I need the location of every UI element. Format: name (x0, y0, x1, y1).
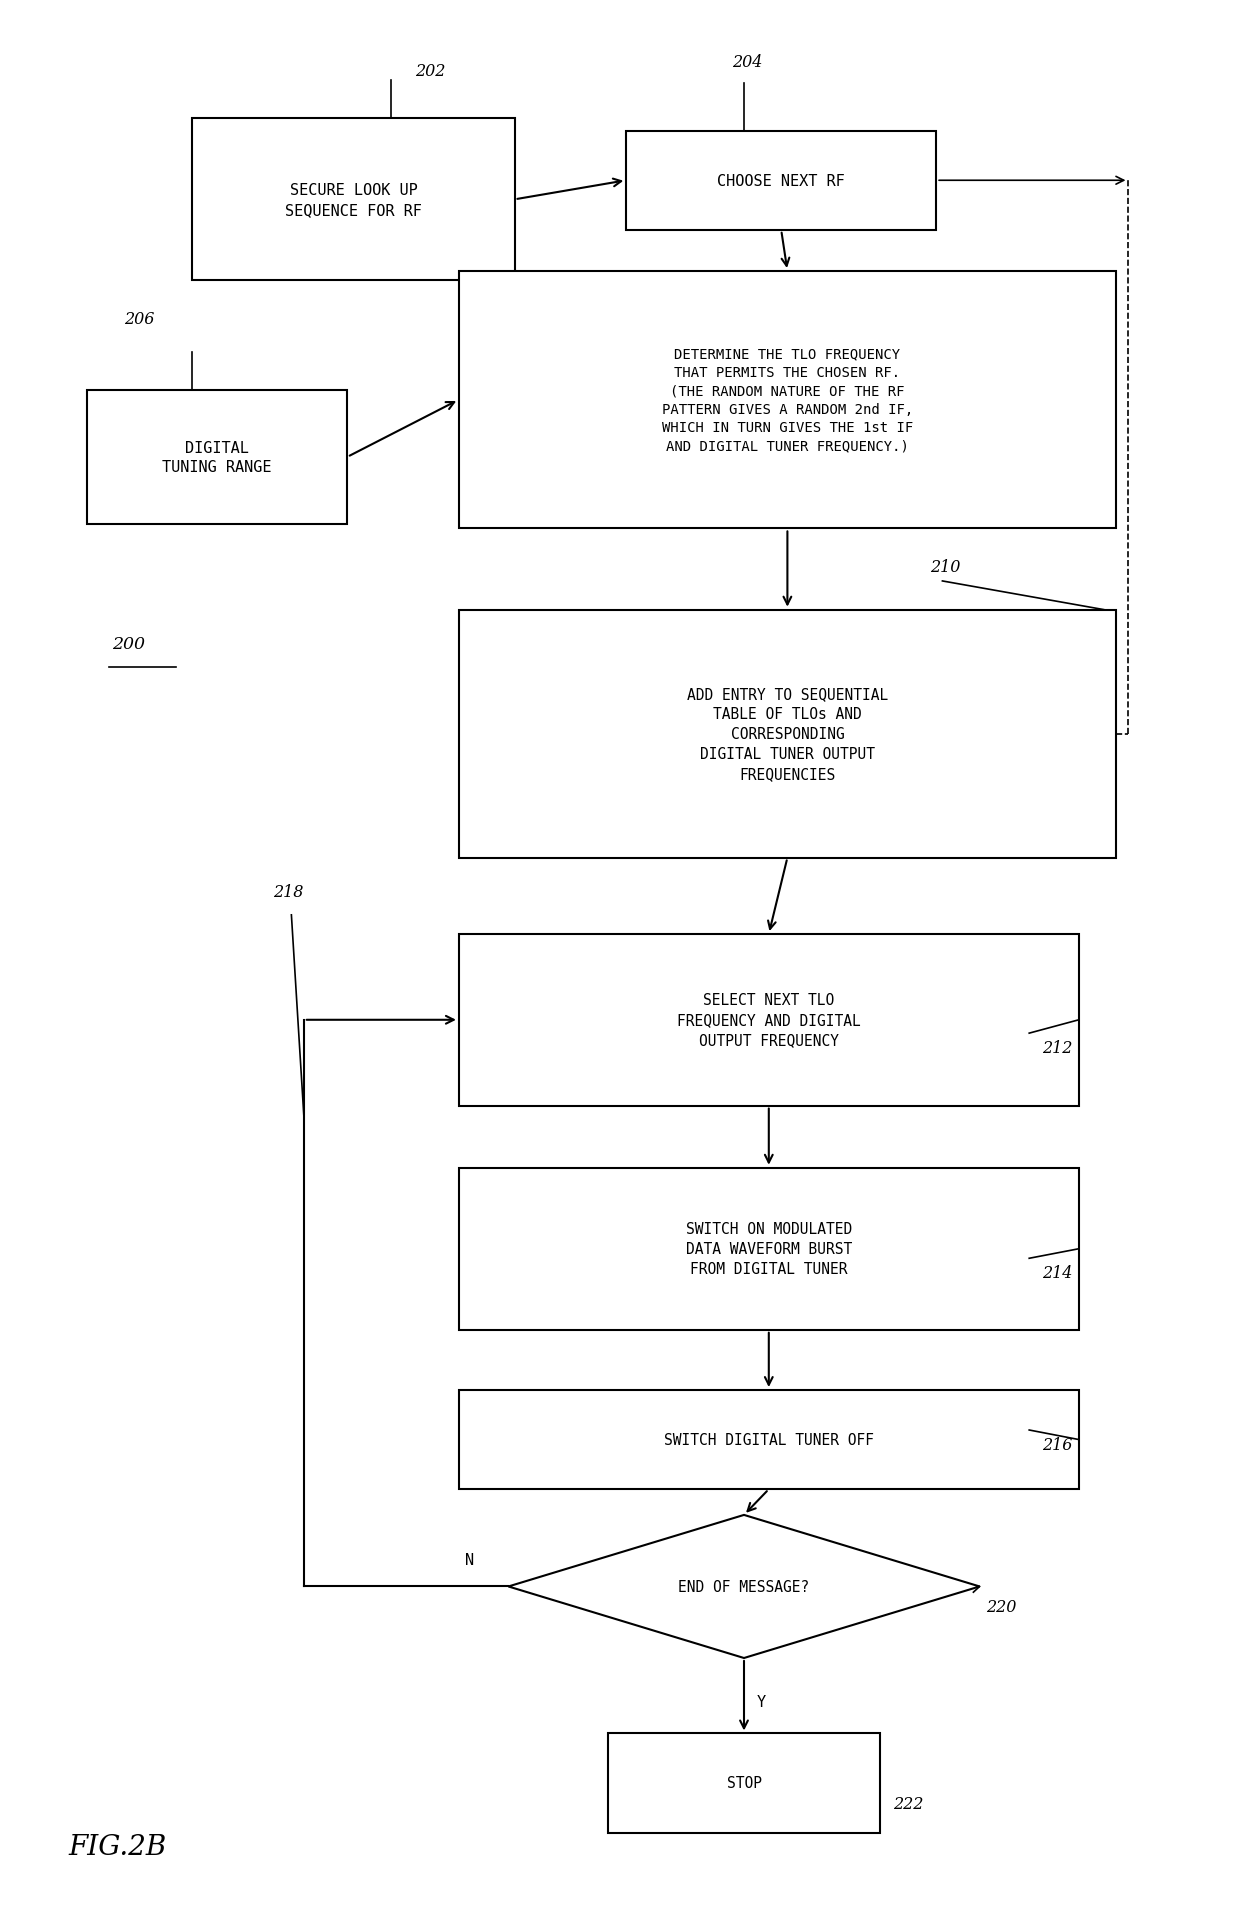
Text: 202: 202 (415, 63, 445, 80)
FancyBboxPatch shape (626, 132, 936, 231)
Text: 222: 222 (893, 1794, 923, 1812)
Text: 206: 206 (124, 311, 154, 328)
Text: 214: 214 (1042, 1264, 1071, 1282)
Text: 216: 216 (1042, 1436, 1071, 1453)
Text: DETERMINE THE TLO FREQUENCY
THAT PERMITS THE CHOSEN RF.
(THE RANDOM NATURE OF TH: DETERMINE THE TLO FREQUENCY THAT PERMITS… (662, 347, 913, 454)
FancyBboxPatch shape (459, 1167, 1079, 1331)
FancyBboxPatch shape (459, 934, 1079, 1106)
Polygon shape (508, 1514, 980, 1657)
Text: DIGITAL
TUNING RANGE: DIGITAL TUNING RANGE (162, 441, 272, 475)
Text: N: N (465, 1552, 474, 1568)
Text: STOP: STOP (727, 1775, 761, 1791)
Text: 218: 218 (273, 883, 303, 900)
Text: SWITCH DIGITAL TUNER OFF: SWITCH DIGITAL TUNER OFF (663, 1432, 874, 1447)
Text: SECURE LOOK UP
SEQUENCE FOR RF: SECURE LOOK UP SEQUENCE FOR RF (285, 183, 422, 217)
FancyBboxPatch shape (459, 1390, 1079, 1489)
Text: 204: 204 (732, 53, 761, 71)
Text: END OF MESSAGE?: END OF MESSAGE? (678, 1579, 810, 1594)
Text: SELECT NEXT TLO
FREQUENCY AND DIGITAL
OUTPUT FREQUENCY: SELECT NEXT TLO FREQUENCY AND DIGITAL OU… (677, 994, 861, 1047)
FancyBboxPatch shape (608, 1733, 880, 1833)
Text: 220: 220 (986, 1598, 1016, 1615)
Text: ADD ENTRY TO SEQUENTIAL
TABLE OF TLOs AND
CORRESPONDING
DIGITAL TUNER OUTPUT
FRE: ADD ENTRY TO SEQUENTIAL TABLE OF TLOs AN… (687, 687, 888, 782)
Text: 212: 212 (1042, 1039, 1071, 1056)
Text: 200: 200 (112, 635, 145, 652)
FancyBboxPatch shape (459, 610, 1116, 858)
Text: Y: Y (756, 1693, 765, 1709)
Text: SWITCH ON MODULATED
DATA WAVEFORM BURST
FROM DIGITAL TUNER: SWITCH ON MODULATED DATA WAVEFORM BURST … (686, 1222, 852, 1276)
FancyBboxPatch shape (87, 391, 347, 524)
FancyBboxPatch shape (459, 271, 1116, 528)
Text: 210: 210 (930, 559, 960, 576)
Text: CHOOSE NEXT RF: CHOOSE NEXT RF (717, 174, 846, 189)
Text: FIG.2B: FIG.2B (68, 1833, 166, 1859)
FancyBboxPatch shape (192, 120, 515, 280)
